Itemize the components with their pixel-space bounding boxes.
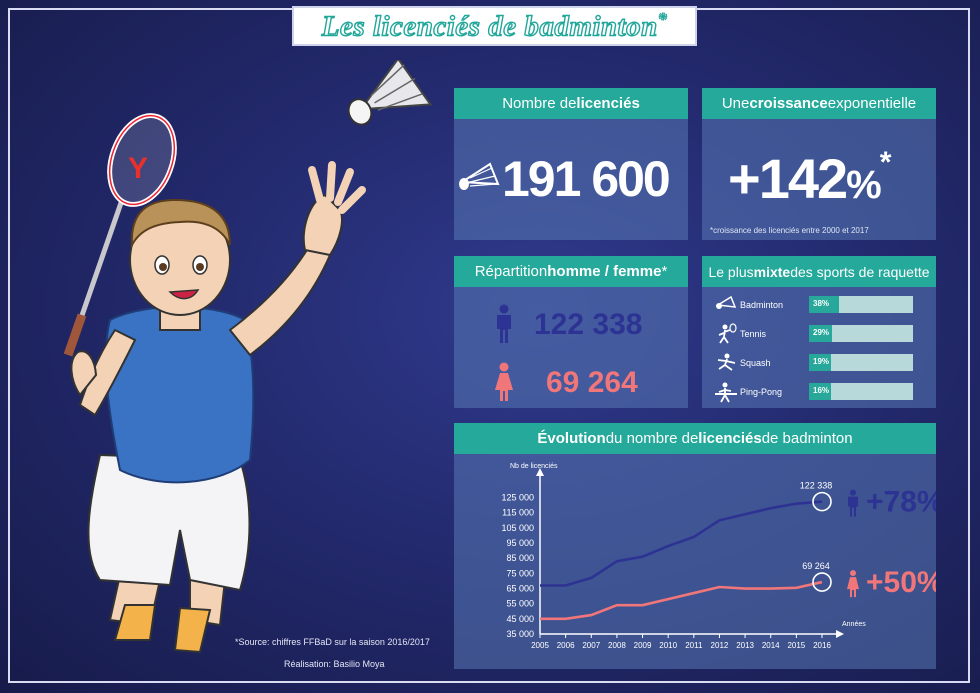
x-tick-label: 2007 xyxy=(582,641,600,650)
sport-bar-label: 19% xyxy=(813,357,830,366)
sport-bar-track: 16% xyxy=(809,383,913,400)
series-growth-label: +50% xyxy=(866,566,936,599)
sport-name: Badminton xyxy=(740,300,784,310)
sport-row-squash: Squash 19% xyxy=(714,352,924,374)
sport-bar-track: 29% xyxy=(809,325,913,342)
sport-name: Ping-Pong xyxy=(740,387,783,397)
y-tick-label: 45 000 xyxy=(506,614,534,624)
sport-row-tennis: Tennis 29% xyxy=(714,323,924,345)
x-tick-label: 2006 xyxy=(557,641,575,650)
x-tick-label: 2009 xyxy=(634,641,652,650)
licencies-panel: Nombre de licenciés 191 600 xyxy=(454,88,688,240)
series-end-marker xyxy=(812,572,832,592)
x-tick-label: 2005 xyxy=(531,641,549,650)
x-tick-label: 2010 xyxy=(659,641,677,650)
x-tick-label: 2012 xyxy=(711,641,729,650)
infographic-title-box: Les licenciés de badminton* xyxy=(292,6,697,46)
tennis-player-icon xyxy=(718,323,737,344)
y-tick-label: 95 000 xyxy=(506,538,534,548)
male-value: 122 338 xyxy=(534,308,643,341)
shuttlecock-illustration xyxy=(347,60,433,126)
sport-row-ping-pong: Ping-Pong 16% xyxy=(714,381,924,403)
sport-bar-fill xyxy=(809,325,832,342)
y-axis-label: Nb de licenciés xyxy=(510,463,558,470)
licencies-panel-header: Nombre de licenciés xyxy=(454,88,688,119)
female-icon xyxy=(495,362,513,401)
sport-bar-track: 38% xyxy=(809,296,913,313)
racket-illustration: Y xyxy=(63,113,177,357)
x-tick-label: 2014 xyxy=(762,641,780,650)
credit-note: Réalisation: Basilio Moya xyxy=(284,659,385,669)
evolution-panel-header: Évolution du nombre de licenciés de badm… xyxy=(454,423,936,454)
sport-bar-label: 16% xyxy=(813,386,830,395)
licencies-value: 191 600 xyxy=(502,151,671,207)
female-value: 69 264 xyxy=(546,366,638,399)
y-tick-label: 65 000 xyxy=(506,584,534,594)
x-tick-label: 2008 xyxy=(608,641,626,650)
infographic-title: Les licenciés de badminton* xyxy=(321,8,668,43)
repartition-panel: Répartition homme / femme * 122 338 69 2… xyxy=(454,256,688,408)
y-tick-label: 35 000 xyxy=(506,629,534,639)
sport-name: Squash xyxy=(740,358,771,368)
x-tick-label: 2015 xyxy=(787,641,805,650)
mixte-panel: Le plus mixte des sports de raquette Bad… xyxy=(702,256,936,408)
mixte-panel-header: Le plus mixte des sports de raquette xyxy=(702,256,936,287)
y-tick-label: 75 000 xyxy=(506,568,534,578)
y-tick-label: 125 000 xyxy=(501,493,534,503)
male-icon xyxy=(497,304,511,343)
shuttlecock-icon xyxy=(715,295,737,309)
shuttlecock-icon xyxy=(458,162,500,190)
sport-bar-label: 29% xyxy=(813,328,830,337)
evolution-line-chart: Nb de licenciés Années 125 000 115 000 105 0… xyxy=(501,463,936,650)
sport-row-badminton: Badminton 38% xyxy=(714,294,924,316)
y-tick-label: 55 000 xyxy=(506,599,534,609)
sport-bar-track: 19% xyxy=(809,354,913,371)
y-tick-label: 115 000 xyxy=(502,508,534,518)
repartition-panel-header: Répartition homme / femme * xyxy=(454,256,688,287)
series-end-marker xyxy=(812,491,832,512)
x-axis-arrow xyxy=(836,630,844,638)
x-axis-label: Années xyxy=(842,621,866,628)
svg-text:Y: Y xyxy=(128,152,148,185)
sport-bar-fill xyxy=(809,354,831,371)
x-tick-label: 2013 xyxy=(736,641,754,650)
badminton-player-illustration: Y xyxy=(63,60,433,654)
series-line-female xyxy=(540,580,823,621)
series-end-label: 69 264 xyxy=(802,561,830,571)
y-tick-label: 85 000 xyxy=(506,553,534,563)
sport-name: Tennis xyxy=(740,329,767,339)
ping-pong-player-icon xyxy=(715,382,737,403)
sport-bar-label: 38% xyxy=(813,299,830,308)
croissance-panel: Une croissance exponentielle +142%* *cro… xyxy=(702,88,936,240)
x-tick-label: 2011 xyxy=(685,641,703,650)
source-note: *Source: chiffres FFBaD sur la saison 20… xyxy=(235,637,430,647)
sport-bar-fill xyxy=(809,296,839,313)
x-tick-label: 2016 xyxy=(813,641,831,650)
y-axis-arrow xyxy=(536,468,544,476)
croissance-value: +142%* xyxy=(728,146,891,210)
squash-player-icon xyxy=(717,353,736,371)
croissance-note: *croissance des licenciés entre 2000 et … xyxy=(710,226,869,235)
female-icon xyxy=(847,570,859,598)
series-line-male xyxy=(540,500,823,587)
male-icon xyxy=(848,489,858,517)
y-tick-label: 105 000 xyxy=(501,523,534,533)
sport-bar-fill xyxy=(809,383,831,400)
evolution-panel: Évolution du nombre de licenciés de badm… xyxy=(454,423,936,669)
series-end-label: 122 338 xyxy=(800,481,833,491)
series-growth-label: +78% xyxy=(866,486,936,519)
croissance-panel-header: Une croissance exponentielle xyxy=(702,88,936,119)
